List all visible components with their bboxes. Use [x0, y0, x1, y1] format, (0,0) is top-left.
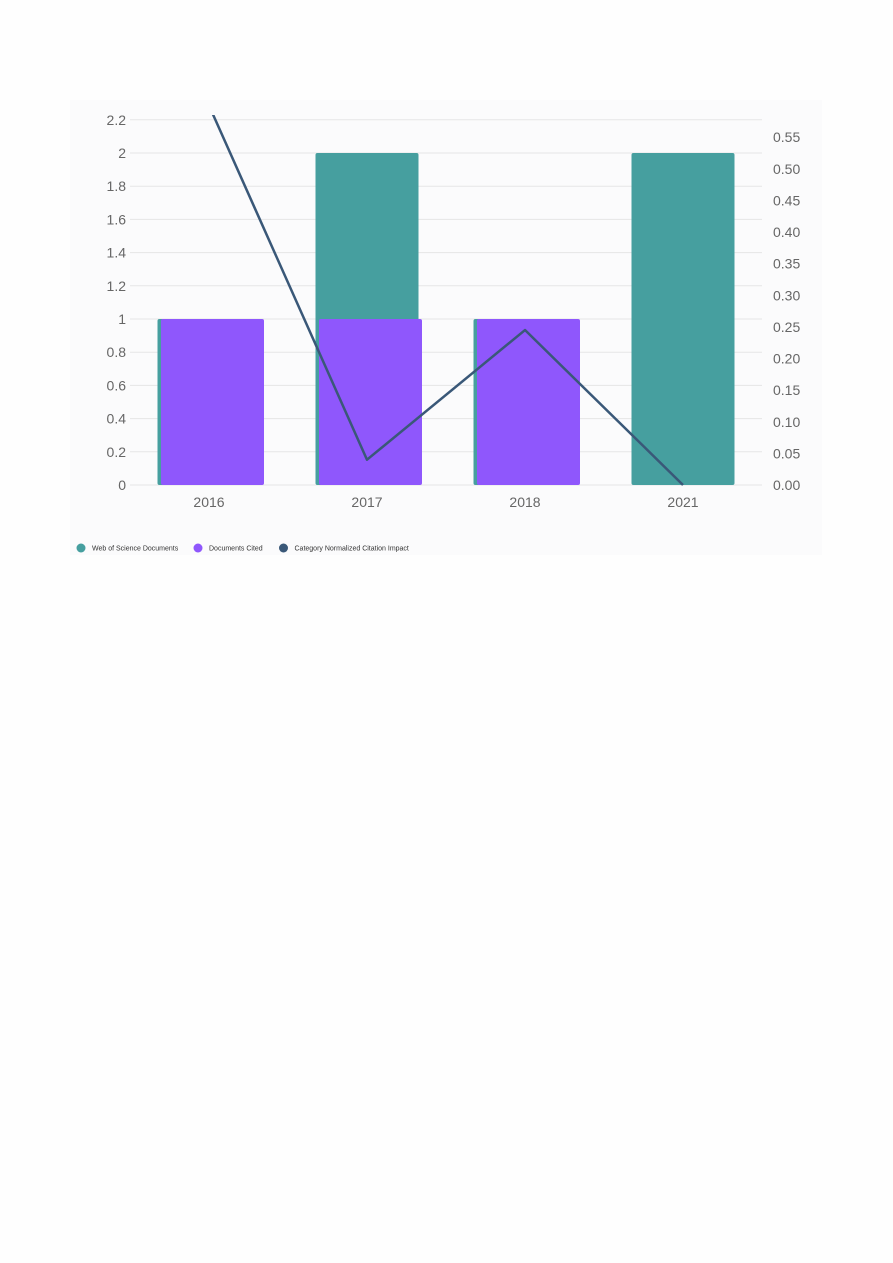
bar-documents-cited	[161, 319, 264, 485]
bar-documents-cited	[319, 319, 422, 485]
right-axis-tick-label: 0.50	[773, 161, 800, 177]
left-axis-tick-label: 2.2	[107, 112, 127, 128]
left-axis-tick-label: 1.6	[107, 211, 127, 227]
right-axis-tick-label: 0.20	[773, 351, 800, 367]
x-axis-ticks: 2016 2017 2018 2021	[193, 494, 698, 510]
combo-chart: 00.20.40.60.811.21.41.61.822.2 0.000.050…	[76, 112, 800, 553]
left-axis-ticks: 0 0.2 0.4 0.6 0.8 1 1.2 1.4 1.6 1.8 2 2.2	[107, 112, 127, 493]
left-axis-tick-label: 1	[118, 311, 126, 327]
right-axis-tick-label: 0.55	[773, 129, 800, 145]
bar-web-of-science-documents	[631, 153, 735, 485]
chart-panel: 0 0.2 0.4 0.6 0.8 1 1.2 1.4 1.6 1.8 2 2.2 0.00 0.05 0…	[70, 100, 822, 555]
left-axis-tick-label: 2	[118, 145, 126, 161]
legend-marker	[279, 543, 288, 553]
x-axis-tick-label: 2021	[667, 494, 698, 510]
right-axis-tick-label: 0.00	[773, 477, 800, 493]
line-series	[211, 115, 684, 486]
x-axis-tick-label: 2017	[351, 494, 382, 510]
legend-label: Web of Science Documents	[92, 546, 179, 553]
line-category-normalized-citation-impact	[211, 115, 684, 486]
legend-marker	[193, 543, 203, 553]
left-axis-tick-label: 0.4	[107, 411, 127, 427]
left-axis-tick-label: 0.6	[107, 377, 127, 393]
legend-marker	[76, 543, 86, 553]
left-axis-tick-label: 0.8	[107, 344, 127, 360]
right-axis-tick-label: 0.10	[773, 414, 800, 430]
legend: Web of Science Documents Documents Cited C…	[76, 543, 409, 553]
right-axis-tick-label: 0.25	[773, 319, 800, 335]
left-axis-tick-label: 1.8	[107, 178, 127, 194]
x-axis-tick-label: 2016	[193, 494, 224, 510]
right-axis-tick-label: 0.05	[773, 445, 800, 461]
legend-label: Documents Cited	[209, 546, 263, 553]
left-axis-tick-label: 0	[118, 477, 126, 493]
legend-label: Category Normalized Citation Impact	[295, 546, 409, 553]
x-axis-tick-label: 2018	[509, 494, 540, 510]
right-axis-ticks: 0.00 0.05 0.10 0.15 0.20 0.25 0.30 0.35 0.40 0.45…	[773, 129, 800, 493]
right-axis-tick-label: 0.35	[773, 256, 800, 272]
left-axis-tick-label: 1.2	[107, 278, 127, 294]
bar-documents-cited	[477, 319, 580, 485]
right-axis-tick-label: 0.30	[773, 287, 800, 303]
left-axis-tick-label: 0.2	[107, 444, 127, 460]
left-axis-tick-label: 1.4	[107, 245, 127, 261]
right-axis-tick-label: 0.40	[773, 224, 800, 240]
right-axis-tick-label: 0.15	[773, 382, 800, 398]
right-axis-tick-label: 0.45	[773, 192, 800, 208]
